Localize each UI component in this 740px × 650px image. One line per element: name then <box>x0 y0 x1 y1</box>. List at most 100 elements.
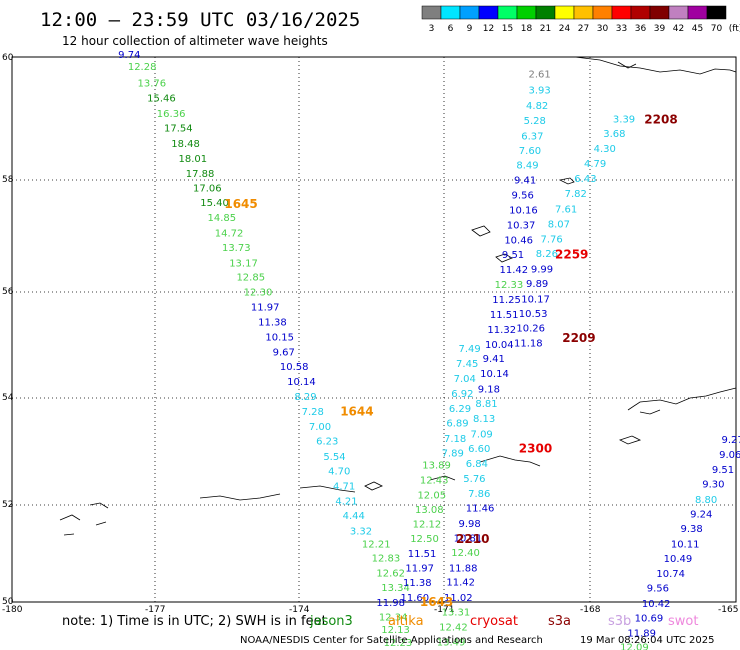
footer-note: note: 1) Time is in UTC; 2) SWH is in fe… <box>62 614 327 629</box>
wave-height-value: 7.89 <box>442 448 464 459</box>
satellite-label: altika <box>388 614 424 629</box>
legend-swatch <box>497 5 518 20</box>
wave-height-value: 10.42 <box>642 599 671 610</box>
lat-tick: 56 <box>2 287 14 297</box>
legend-swatch <box>421 5 442 20</box>
lat-tick: 60 <box>2 53 14 63</box>
wave-height-value: 9.41 <box>483 354 505 365</box>
wave-height-value: 9.99 <box>531 264 553 275</box>
wave-height-value: 7.04 <box>454 374 476 385</box>
wave-height-value: 8.29 <box>294 392 316 403</box>
wave-height-value: 11.98 <box>376 598 405 609</box>
wave-height-value: 9.67 <box>273 348 295 359</box>
wave-height-value: 17.06 <box>193 184 222 195</box>
legend-label: 15 <box>502 24 513 34</box>
wave-height-value: 5.76 <box>463 474 485 485</box>
wave-height-value: 10.17 <box>521 294 550 305</box>
wave-height-value: 13.49 <box>437 638 466 649</box>
wave-height-value: 5.54 <box>323 452 345 463</box>
wave-height-value: 7.09 <box>471 429 493 440</box>
wave-height-value: 7.28 <box>302 407 324 418</box>
wave-height-value: 17.88 <box>186 169 215 180</box>
legend-label: 9 <box>467 24 473 34</box>
wave-height-value: 4.70 <box>328 466 350 477</box>
wave-height-value: 7.82 <box>565 189 587 200</box>
wave-height-value: 13.76 <box>137 78 166 89</box>
wave-height-value: 6.43 <box>574 174 596 185</box>
wave-height-value: 12.34 <box>379 613 408 624</box>
legend-swatch <box>611 5 632 20</box>
wave-height-value: 4.79 <box>584 159 606 170</box>
satellite-legend: jason3 altika cryosat s3a s3b swot <box>309 614 698 629</box>
wave-height-value: 4.21 <box>335 496 357 507</box>
lat-lon-grid <box>12 57 736 602</box>
wave-height-value: 11.88 <box>449 563 478 574</box>
wave-height-value: 9.74 <box>118 50 140 61</box>
st-matthew-island <box>558 177 575 185</box>
wave-height-value: 10.04 <box>485 340 514 351</box>
wave-height-value: 4.71 <box>333 482 355 493</box>
wave-height-value: 9.41 <box>514 175 536 186</box>
legend-label: 27 <box>578 24 589 34</box>
legend-label: 12 <box>483 24 494 34</box>
wave-height-value: 18.01 <box>179 154 208 165</box>
satellite-label: cryosat <box>470 614 518 629</box>
wave-height-value: 12.09 <box>620 643 649 650</box>
wave-height-value: 11.89 <box>627 628 656 639</box>
wave-height-value: 11.18 <box>514 338 543 349</box>
wave-height-value: 14.72 <box>215 228 244 239</box>
wave-height-value: 18.48 <box>171 139 200 150</box>
legend-swatch <box>668 5 689 20</box>
wave-height-value: 8.26 <box>536 249 558 260</box>
wave-height-value: 7.18 <box>444 434 466 445</box>
legend-label: 36 <box>635 24 647 34</box>
wave-height-value: 12.13 <box>381 625 410 636</box>
wave-height-value: 11.51 <box>490 310 519 321</box>
pass-time-label: 2259 <box>555 248 588 262</box>
pass-time-label: 1645 <box>224 197 257 211</box>
wave-height-value: 9.38 <box>680 524 702 535</box>
wave-height-value: 10.14 <box>287 377 316 388</box>
wave-height-value: 8.80 <box>695 495 717 506</box>
wave-height-value: 4.44 <box>343 511 365 522</box>
legend-label: 70 <box>711 24 723 34</box>
wave-height-value: 6.23 <box>316 436 338 447</box>
pass-time-label: 2209 <box>562 331 595 345</box>
near-islands <box>59 502 109 526</box>
wave-height-value: 9.06 <box>719 450 740 461</box>
legend-swatch <box>478 5 499 20</box>
wave-height-value: 11.25 <box>492 295 521 306</box>
lon-tick: -174 <box>289 605 310 615</box>
wave-height-value: 11.38 <box>403 578 432 589</box>
legend-swatch <box>706 5 727 20</box>
wave-height-value: 12.28 <box>128 62 157 73</box>
wave-height-value: 10.58 <box>280 362 309 373</box>
lat-tick: 52 <box>2 500 13 510</box>
andreanof-islands <box>299 485 356 493</box>
map-subtitle: 12 hour collection of altimeter wave hei… <box>62 34 328 48</box>
satellite-label: swot <box>668 614 698 629</box>
wave-height-value: 17.54 <box>164 124 193 135</box>
wave-height-value: 12.83 <box>372 554 401 565</box>
satellite-label: s3a <box>548 614 571 629</box>
wave-height-value: 13.34 <box>381 583 410 594</box>
pass-time-label: 2208 <box>644 112 677 126</box>
wave-height-value: 11.46 <box>466 504 495 515</box>
wave-height-value: 6.60 <box>468 444 490 455</box>
lat-tick: 58 <box>2 175 14 185</box>
st-george-island <box>495 253 513 263</box>
wave-height-value: 16.36 <box>157 109 186 120</box>
wave-height-value: 12.21 <box>362 540 391 551</box>
legend-swatch <box>649 5 670 20</box>
peninsula-fragment <box>639 409 661 415</box>
satellite-label: s3b <box>608 614 631 629</box>
wave-height-value: 10.46 <box>504 235 533 246</box>
attu-fragment <box>63 533 75 536</box>
st-paul-island <box>471 225 491 237</box>
longitude-ticks: -180 -177 -174 -171 -168 -165 <box>2 605 738 615</box>
legend-swatch <box>630 5 651 20</box>
wave-height-value: 3.32 <box>350 526 372 537</box>
map-title: 12:00 — 23:59 UTC 03/16/2025 <box>40 9 360 31</box>
